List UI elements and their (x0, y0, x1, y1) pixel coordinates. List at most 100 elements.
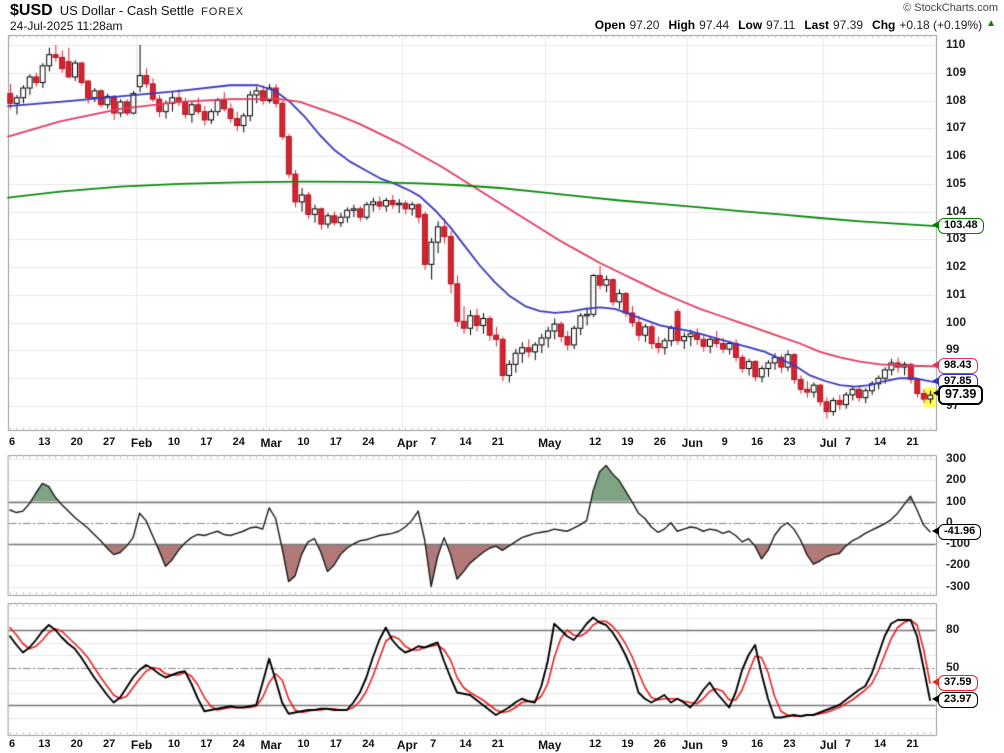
cci-axis-label: -200 (946, 557, 971, 572)
x-axis-day-label: 26 (653, 436, 666, 448)
x-axis-day-label: 27 (103, 436, 116, 448)
pill-arrow-icon (932, 526, 939, 535)
price-axis-label: 106 (946, 148, 967, 163)
x-axis-day-label: 6 (8, 738, 16, 750)
x-axis-month-label: Apr (396, 436, 418, 450)
x-axis-day-label: 27 (103, 738, 116, 750)
x-axis-month-label: May (538, 436, 562, 450)
x-axis-day-label: 16 (750, 436, 764, 448)
open-value: 97.20 (629, 18, 660, 32)
price-axis-label: 110 (946, 37, 966, 51)
pill-value: 97.39 (945, 387, 977, 402)
x-axis-month-label: Jun (681, 738, 703, 752)
x-axis-day-label: 23 (783, 738, 796, 750)
cci-axis-label: 300 (946, 451, 967, 465)
price-axis-label: 102 (946, 259, 967, 274)
x-axis-month-label: Jun (681, 436, 703, 450)
stoch-axis-label: 80 (946, 622, 960, 636)
price-axis-label: 100 (946, 314, 967, 329)
x-axis-day-label: 14 (874, 436, 887, 448)
x-axis-day-label: 10 (297, 738, 310, 750)
chart-datetime: 24-Jul-2025 11:28am (10, 19, 123, 33)
x-axis-day-label: 7 (844, 436, 851, 448)
cci-axis-label: 100 (946, 493, 967, 508)
x-axis-day-label: 24 (232, 738, 245, 750)
cci-axis-label: 0 (946, 514, 953, 529)
x-axis-month-label: Jul (819, 738, 837, 752)
x-axis-month-label: Mar (260, 436, 282, 450)
pill-value: 98.43 (944, 359, 972, 372)
x-axis-day-label: 12 (588, 738, 602, 750)
price-pill: 103.48 (932, 218, 984, 235)
x-axis-day-label: 24 (362, 738, 375, 750)
price-axis-label: 99 (946, 342, 960, 357)
x-axis-day-label: 9 (721, 738, 728, 750)
x-axis-day-label: 21 (491, 436, 505, 448)
price-axis-label: 104 (946, 203, 967, 218)
x-axis-month-label: Apr (396, 738, 418, 752)
pill-value: 97.85 (944, 375, 972, 388)
x-axis-day-label: 9 (721, 436, 728, 448)
chg-value: +0.18 (+0.19%) (899, 18, 983, 32)
x-axis-month-label: Feb (130, 436, 153, 450)
price-pill: 97.39 (933, 385, 984, 406)
x-axis-day-label: 19 (621, 436, 634, 448)
x-axis-day-label: 20 (70, 738, 83, 750)
x-axis-day-label: 7 (430, 436, 437, 448)
x-axis-day-label: 12 (588, 436, 602, 448)
high-value: 97.44 (699, 18, 730, 32)
copyright-label: © StockCharts.com (903, 2, 998, 14)
price-axis-label: 101 (946, 286, 967, 301)
x-axis-day-label: 13 (38, 738, 51, 750)
price-axis-label: 105 (946, 175, 967, 190)
pill-arrow-icon (932, 221, 939, 230)
price-pill: 98.43 (932, 358, 978, 375)
high-label: High (668, 18, 696, 32)
x-axis-day-label: 10 (167, 738, 181, 750)
price-axis-label: 103 (946, 231, 967, 246)
x-axis-day-label: 21 (491, 738, 505, 750)
pill-value: -41.96 (944, 524, 976, 537)
pill-value: 103.48 (944, 219, 978, 232)
last-value: 97.39 (833, 18, 864, 32)
x-axis-month-label: Jul (819, 436, 837, 450)
cci-axis-label: -300 (946, 578, 971, 593)
x-axis-day-label: 6 (8, 436, 16, 448)
x-axis-day-label: 17 (200, 738, 213, 750)
x-axis-day-label: 14 (459, 436, 472, 448)
x-axis-day-label: 17 (329, 738, 343, 750)
x-axis-day-label: 21 (906, 738, 919, 750)
price-axis-label: 108 (946, 92, 967, 107)
open-label: Open (594, 18, 626, 32)
x-axis-day-label: 19 (621, 738, 634, 750)
x-axis-day-label: 7 (844, 738, 851, 750)
x-axis-day-label: 17 (200, 436, 213, 448)
quote-summary: Open 97.20 High 97.44 Low 97.11 Last 97.39 C… (595, 18, 996, 32)
low-value: 97.11 (766, 18, 796, 32)
x-axis-day-label: 10 (167, 436, 181, 448)
x-axis-month-label: Feb (130, 738, 153, 752)
chg-label: Chg (872, 18, 896, 32)
change-up-arrow-icon: ▲ (986, 18, 996, 29)
pill-arrow-icon (933, 389, 940, 398)
x-axis-day-label: 14 (874, 738, 887, 750)
x-axis-month-label: Mar (260, 738, 282, 752)
pill-value: 23.97 (944, 693, 972, 706)
price-pill: 23.97 (932, 692, 978, 709)
x-axis-month-label: May (538, 738, 562, 752)
price-axis-label: 109 (946, 64, 967, 79)
pill-value: 37.59 (944, 676, 972, 688)
x-axis-day-label: 17 (329, 436, 343, 448)
price-axis-label: 107 (946, 120, 967, 135)
x-axis-day-label: 24 (362, 436, 375, 448)
x-axis-day-label: 21 (906, 436, 919, 448)
pill-arrow-icon (932, 361, 939, 370)
x-axis-day-label: 14 (459, 738, 472, 750)
x-axis-day-label: 13 (38, 436, 51, 448)
price-pill: 37.59 (932, 675, 978, 691)
symbol-label: $USD (10, 2, 53, 19)
pill-arrow-icon (932, 678, 939, 686)
cci-axis-label: 200 (946, 472, 967, 487)
